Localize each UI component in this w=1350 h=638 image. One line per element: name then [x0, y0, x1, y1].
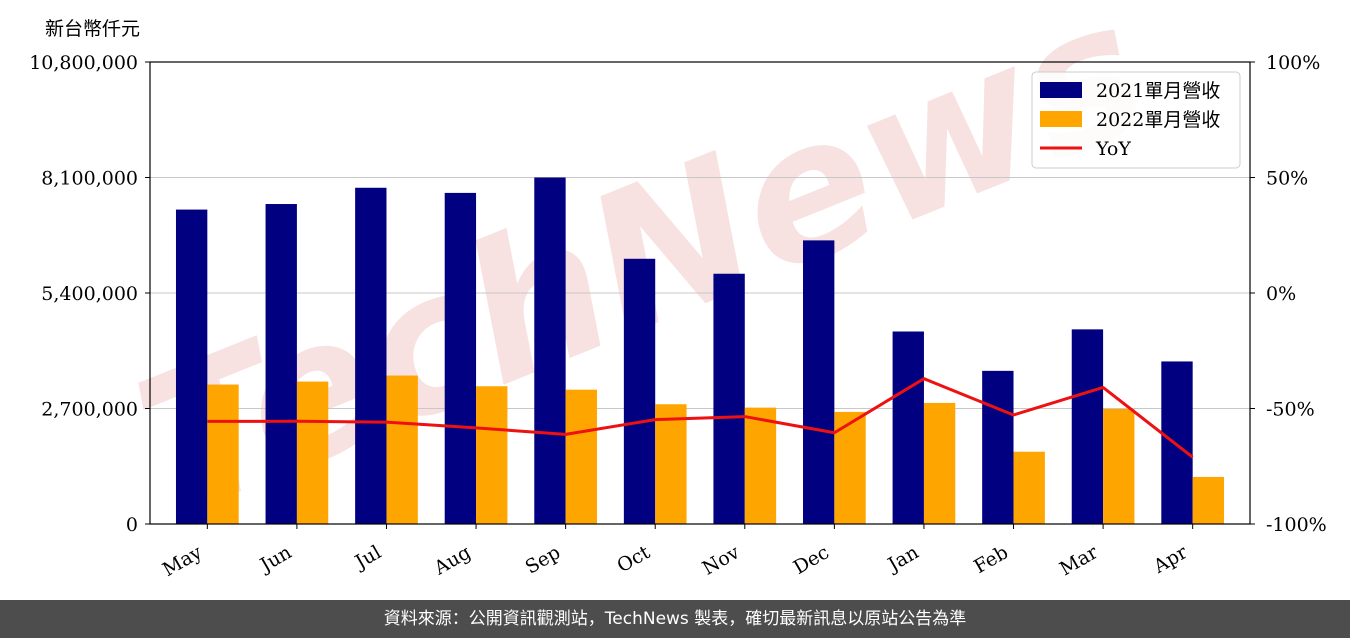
y-axis-unit-label: 新台幣仟元 — [45, 18, 141, 40]
bar-2021 — [1071, 329, 1104, 524]
x-tick-label: Aug — [430, 541, 475, 580]
y-tick-label: 0 — [126, 514, 138, 536]
bar-2022 — [296, 381, 329, 524]
x-tick-label: Nov — [699, 541, 744, 580]
y2-tick-label: -100% — [1266, 514, 1327, 536]
bar-2021 — [175, 209, 208, 525]
bar-2021 — [355, 187, 387, 524]
bar-2021 — [803, 240, 835, 524]
x-tick-label: Oct — [613, 541, 654, 577]
source-footer: 資料來源：公開資訊觀測站，TechNews 製表，確切最新訊息以原站公告為準 — [0, 600, 1350, 638]
bar-2022 — [923, 402, 956, 524]
y-tick-label: 5,400,000 — [41, 283, 138, 305]
legend-box — [1031, 71, 1241, 169]
y2-tick-label: 100% — [1266, 52, 1320, 74]
bar-2022 — [744, 407, 777, 524]
bar-2022 — [1103, 408, 1135, 524]
x-tick-label: Mar — [1056, 541, 1102, 580]
bar-2022 — [565, 389, 597, 524]
bar-2021 — [534, 177, 566, 524]
legend-label: 2022單月營收 — [1096, 109, 1220, 131]
legend-label: 2021單月營收 — [1096, 80, 1220, 102]
y2-tick-label: 50% — [1266, 168, 1308, 190]
x-tick-label: Jan — [883, 541, 923, 577]
x-tick-label: Jun — [255, 541, 296, 577]
legend-swatch — [1040, 82, 1082, 98]
x-tick-label: Apr — [1149, 541, 1192, 578]
x-tick-label: Sep — [522, 541, 565, 578]
bar-2022 — [386, 375, 418, 524]
chart-svg: TechNews02,700,0005,400,0008,100,00010,8… — [29, 0, 1327, 581]
legend-label: YoY — [1095, 138, 1131, 160]
bar-2022 — [207, 384, 239, 524]
legend-swatch — [1040, 111, 1082, 127]
bar-2021 — [713, 273, 745, 524]
y2-tick-label: 0% — [1266, 283, 1296, 305]
bar-2021 — [444, 192, 477, 524]
y-tick-label: 2,700,000 — [41, 399, 138, 421]
bar-2022 — [476, 386, 508, 524]
bar-2021 — [982, 370, 1014, 524]
x-tick-label: Jul — [350, 541, 385, 574]
source-footer-text: 資料來源：公開資訊觀測站，TechNews 製表，確切最新訊息以原站公告為準 — [383, 609, 967, 629]
bar-2022 — [1013, 451, 1045, 524]
bar-2021 — [265, 204, 297, 524]
y-tick-label: 8,100,000 — [41, 168, 138, 190]
y2-tick-label: -50% — [1266, 399, 1315, 421]
chart-area: TechNews 0 2,700,000 5,400,000 8,100,000 10,8… — [29, 0, 1327, 581]
bar-2022 — [1192, 476, 1225, 524]
x-tick-label: Dec — [790, 541, 833, 579]
x-tick-label: Feb — [970, 541, 1012, 578]
bar-2021 — [623, 258, 656, 524]
yoy-line — [207, 377, 1194, 459]
bar-2021 — [892, 331, 924, 524]
bar-2022 — [655, 404, 687, 524]
y-tick-label: 10,800,000 — [29, 52, 138, 74]
bar-2021 — [1161, 361, 1193, 524]
